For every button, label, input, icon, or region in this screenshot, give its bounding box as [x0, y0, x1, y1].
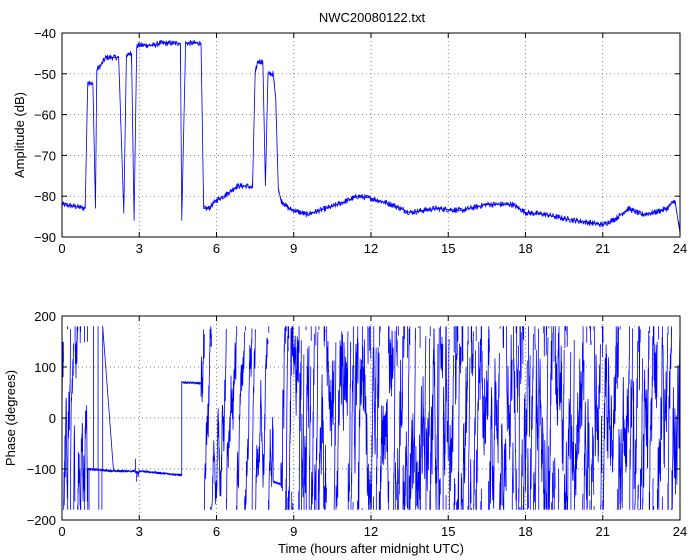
amplitude-x-axis: 0 3 6 9 12 15 18 21 24: [58, 33, 687, 256]
x-tick-label: 15: [441, 524, 455, 539]
x-tick-label: 6: [213, 524, 220, 539]
x-tick-label: 12: [364, 241, 378, 256]
amplitude-chart: NWC20080122.txt 0 3 6 9 12 15 18 21 24 −90 −80 −70…: [12, 10, 687, 256]
y-tick-label: −80: [34, 189, 56, 204]
amplitude-y-axis-label: Amplitude (dB): [12, 92, 27, 178]
y-tick-label: −50: [34, 67, 56, 82]
x-tick-label: 18: [518, 524, 532, 539]
data-line: [62, 325, 680, 511]
x-tick-label: 3: [136, 524, 143, 539]
x-tick-label: 18: [518, 241, 532, 256]
y-tick-label: −70: [34, 148, 56, 163]
y-tick-label: −90: [34, 230, 56, 245]
amplitude-chart-title: NWC20080122.txt: [319, 10, 426, 25]
phase-chart: 0 3 6 9 12 15 18 21 24 −200 −100 0 100 200 Phase (de…: [3, 309, 687, 556]
x-tick-label: 0: [58, 524, 65, 539]
y-tick-label: −200: [27, 513, 56, 528]
x-tick-label: 12: [364, 524, 378, 539]
amplitude-plot-background: [62, 33, 680, 237]
phase-y-axis: −200 −100 0 100 200: [27, 309, 680, 528]
x-tick-label: 9: [290, 524, 297, 539]
x-tick-label: 21: [596, 241, 610, 256]
x-tick-label: 24: [673, 524, 687, 539]
amplitude-series: [62, 39, 680, 233]
phase-y-axis-label: Phase (degrees): [3, 370, 18, 466]
x-tick-label: 0: [58, 241, 65, 256]
phase-x-axis: 0 3 6 9 12 15 18 21 24: [58, 316, 687, 539]
x-tick-label: 24: [673, 241, 687, 256]
x-tick-label: 21: [596, 524, 610, 539]
y-tick-label: −100: [27, 462, 56, 477]
x-tick-label: 9: [290, 241, 297, 256]
phase-grid: [62, 316, 680, 520]
y-tick-label: 0: [49, 411, 56, 426]
amplitude-grid: [62, 33, 680, 237]
phase-series: [62, 325, 680, 511]
x-tick-label: 15: [441, 241, 455, 256]
amplitude-y-axis: −90 −80 −70 −60 −50 −40: [34, 26, 680, 245]
x-tick-label: 6: [213, 241, 220, 256]
y-tick-label: −60: [34, 108, 56, 123]
y-tick-label: 200: [34, 309, 56, 324]
y-tick-label: 100: [34, 360, 56, 375]
data-line: [62, 39, 680, 233]
y-tick-label: −40: [34, 26, 56, 41]
phase-x-axis-label: Time (hours after midnight UTC): [278, 541, 464, 556]
x-tick-label: 3: [136, 241, 143, 256]
